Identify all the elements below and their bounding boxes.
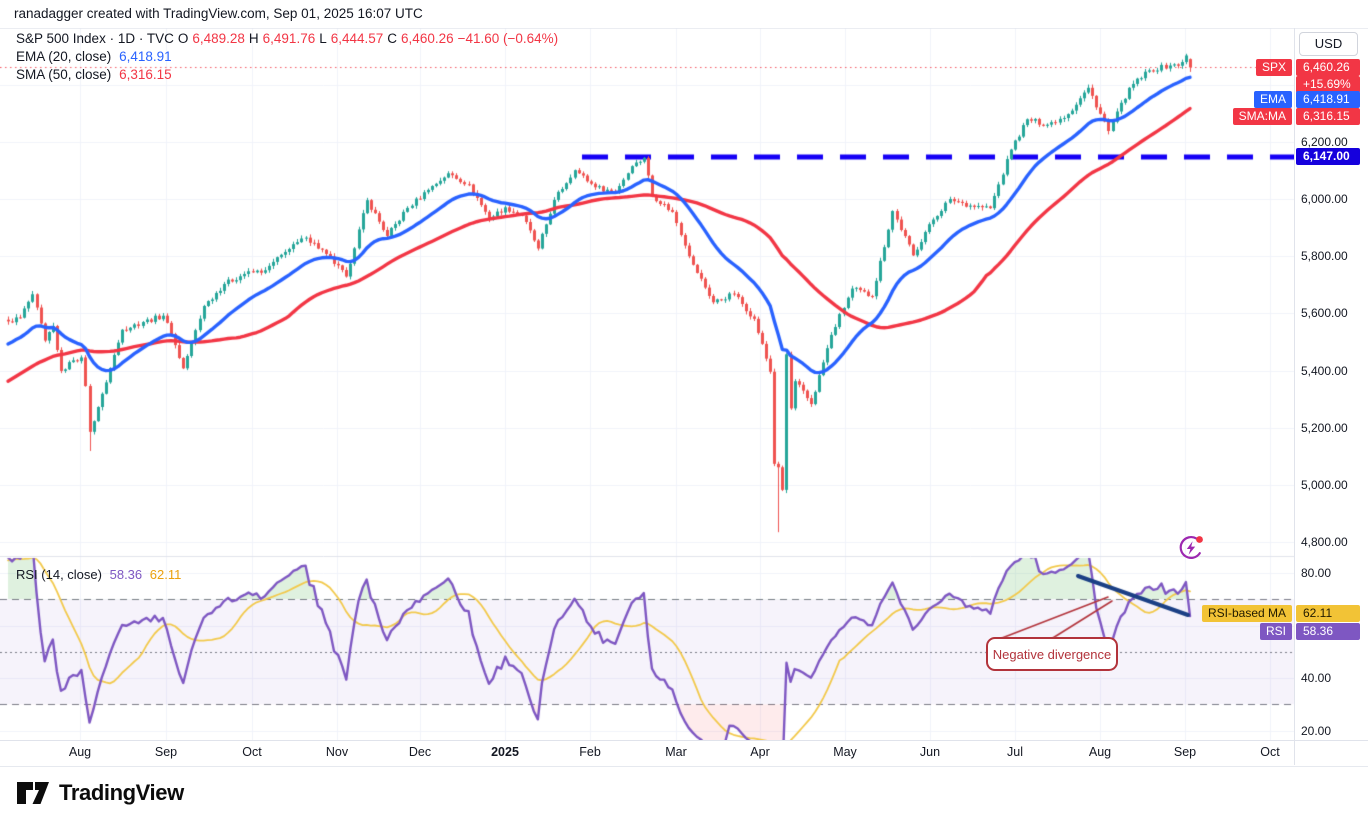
time-axis-label: Mar bbox=[665, 745, 687, 759]
ema-legend-value: 6,418.91 bbox=[119, 49, 172, 64]
time-axis-label: 2025 bbox=[491, 745, 519, 759]
rsi-tick-label: 20.00 bbox=[1301, 723, 1332, 738]
change-value: −41.60 (−0.64%) bbox=[457, 31, 559, 46]
time-axis-label: May bbox=[833, 745, 857, 759]
ohlc-open-key: O bbox=[177, 31, 189, 46]
level-price-value: 6,147.00 bbox=[1296, 148, 1360, 165]
price-tick-label: 6,000.00 bbox=[1301, 192, 1348, 207]
rsi-value: 58.36 bbox=[1296, 623, 1360, 640]
time-axis-label: Oct bbox=[1260, 745, 1280, 759]
ema-legend-row[interactable]: EMA (20, close) 6,418.91 bbox=[16, 49, 176, 64]
price-tick-label: 4,800.00 bbox=[1301, 535, 1348, 550]
price-tick-label: 5,200.00 bbox=[1301, 420, 1348, 435]
tradingview-logo-mark bbox=[17, 782, 49, 804]
rsi-ma-legend-value: 62.11 bbox=[149, 567, 182, 582]
chart-canvas[interactable] bbox=[0, 28, 1294, 740]
ema-price-tag: EMA bbox=[1253, 91, 1292, 108]
time-axis[interactable]: Aug Sep Oct Nov Dec 2025 Feb Mar Apr May Jun Jul Aug… bbox=[0, 741, 1294, 765]
rsi-tick-label: 80.00 bbox=[1301, 566, 1332, 580]
ohlc-high-value: 6,491.76 bbox=[262, 31, 316, 46]
ohlc-close-value: 6,460.26 bbox=[401, 31, 454, 46]
time-axis-label: Oct bbox=[242, 745, 262, 759]
ohlc-open-value: 6,489.28 bbox=[192, 31, 245, 46]
sma-legend-value: 6,316.15 bbox=[119, 67, 172, 82]
time-axis-label: Jun bbox=[919, 745, 941, 759]
price-tick-label: 5,000.00 bbox=[1301, 477, 1348, 492]
attribution-text: ranadagger created with TradingView.com,… bbox=[14, 6, 423, 21]
rsi-ma-value: 62.11 bbox=[1296, 605, 1360, 622]
symbol-title: S&P 500 Index · 1D · TVC bbox=[16, 31, 174, 46]
rsi-tag: RSI bbox=[1259, 623, 1292, 640]
rsi-legend-value: 58.36 bbox=[109, 567, 143, 582]
time-axis-label: Dec bbox=[408, 745, 432, 759]
spx-price-tag: SPX bbox=[1255, 59, 1292, 76]
rsi-legend-row[interactable]: RSI (14, close) 58.36 62.11 bbox=[16, 567, 185, 582]
symbol-legend-row[interactable]: S&P 500 Index · 1D · TVC O 6,489.28 H 6,491.… bbox=[16, 31, 562, 46]
ohlc-close-key: C bbox=[387, 31, 398, 46]
price-tick-label: 5,800.00 bbox=[1301, 249, 1348, 264]
ohlc-low-value: 6,444.57 bbox=[330, 31, 384, 46]
negative-divergence-callout[interactable]: Negative divergence bbox=[986, 637, 1118, 671]
rsi-legend-label: RSI (14, close) bbox=[16, 567, 102, 582]
ohlc-low-key: L bbox=[319, 31, 327, 46]
time-axis-label: Sep bbox=[1173, 745, 1197, 759]
flash-circle bbox=[1179, 536, 1201, 559]
time-axis-label: Aug bbox=[68, 745, 92, 759]
spx-percent-value: +15.69% bbox=[1296, 76, 1360, 93]
ohlc-high-key: H bbox=[248, 31, 259, 46]
time-axis-label: Jul bbox=[1007, 745, 1023, 759]
price-tick-label: 5,400.00 bbox=[1301, 363, 1348, 378]
price-tick-label: 5,600.00 bbox=[1301, 306, 1348, 321]
currency-button[interactable]: USD bbox=[1299, 32, 1358, 56]
spx-price-value: 6,460.26 bbox=[1296, 59, 1360, 76]
time-axis-label: Sep bbox=[154, 745, 178, 759]
flash-events-icon[interactable] bbox=[1176, 533, 1206, 563]
sma-legend-label: SMA (50, close) bbox=[16, 67, 112, 82]
time-axis-label: Apr bbox=[750, 745, 770, 759]
ema-price-value: 6,418.91 bbox=[1296, 91, 1360, 108]
chart-top-border bbox=[0, 28, 1368, 29]
sma-price-tag: SMA:MA bbox=[1232, 108, 1292, 125]
time-axis-label: Nov bbox=[325, 745, 349, 759]
rsi-ma-tag: RSI-based MA bbox=[1201, 605, 1292, 622]
tradingview-logo-text: TradingView bbox=[59, 780, 184, 805]
notification-dot bbox=[1196, 536, 1203, 543]
ema-legend-label: EMA (20, close) bbox=[16, 49, 112, 64]
sma-price-value: 6,316.15 bbox=[1296, 108, 1360, 125]
sma-legend-row[interactable]: SMA (50, close) 6,316.15 bbox=[16, 67, 176, 82]
rsi-tick-label: 40.00 bbox=[1301, 671, 1332, 685]
lightning-bolt-icon bbox=[1186, 541, 1196, 555]
price-tick-label: 6,200.00 bbox=[1301, 134, 1348, 149]
time-axis-label: Feb bbox=[579, 745, 601, 759]
chart-bottom-border bbox=[0, 766, 1368, 767]
time-axis-label: Aug bbox=[1088, 745, 1112, 759]
tradingview-logo[interactable]: TradingView bbox=[16, 780, 184, 806]
time-axis-separator bbox=[0, 740, 1368, 741]
price-axis-separator bbox=[1294, 28, 1295, 765]
